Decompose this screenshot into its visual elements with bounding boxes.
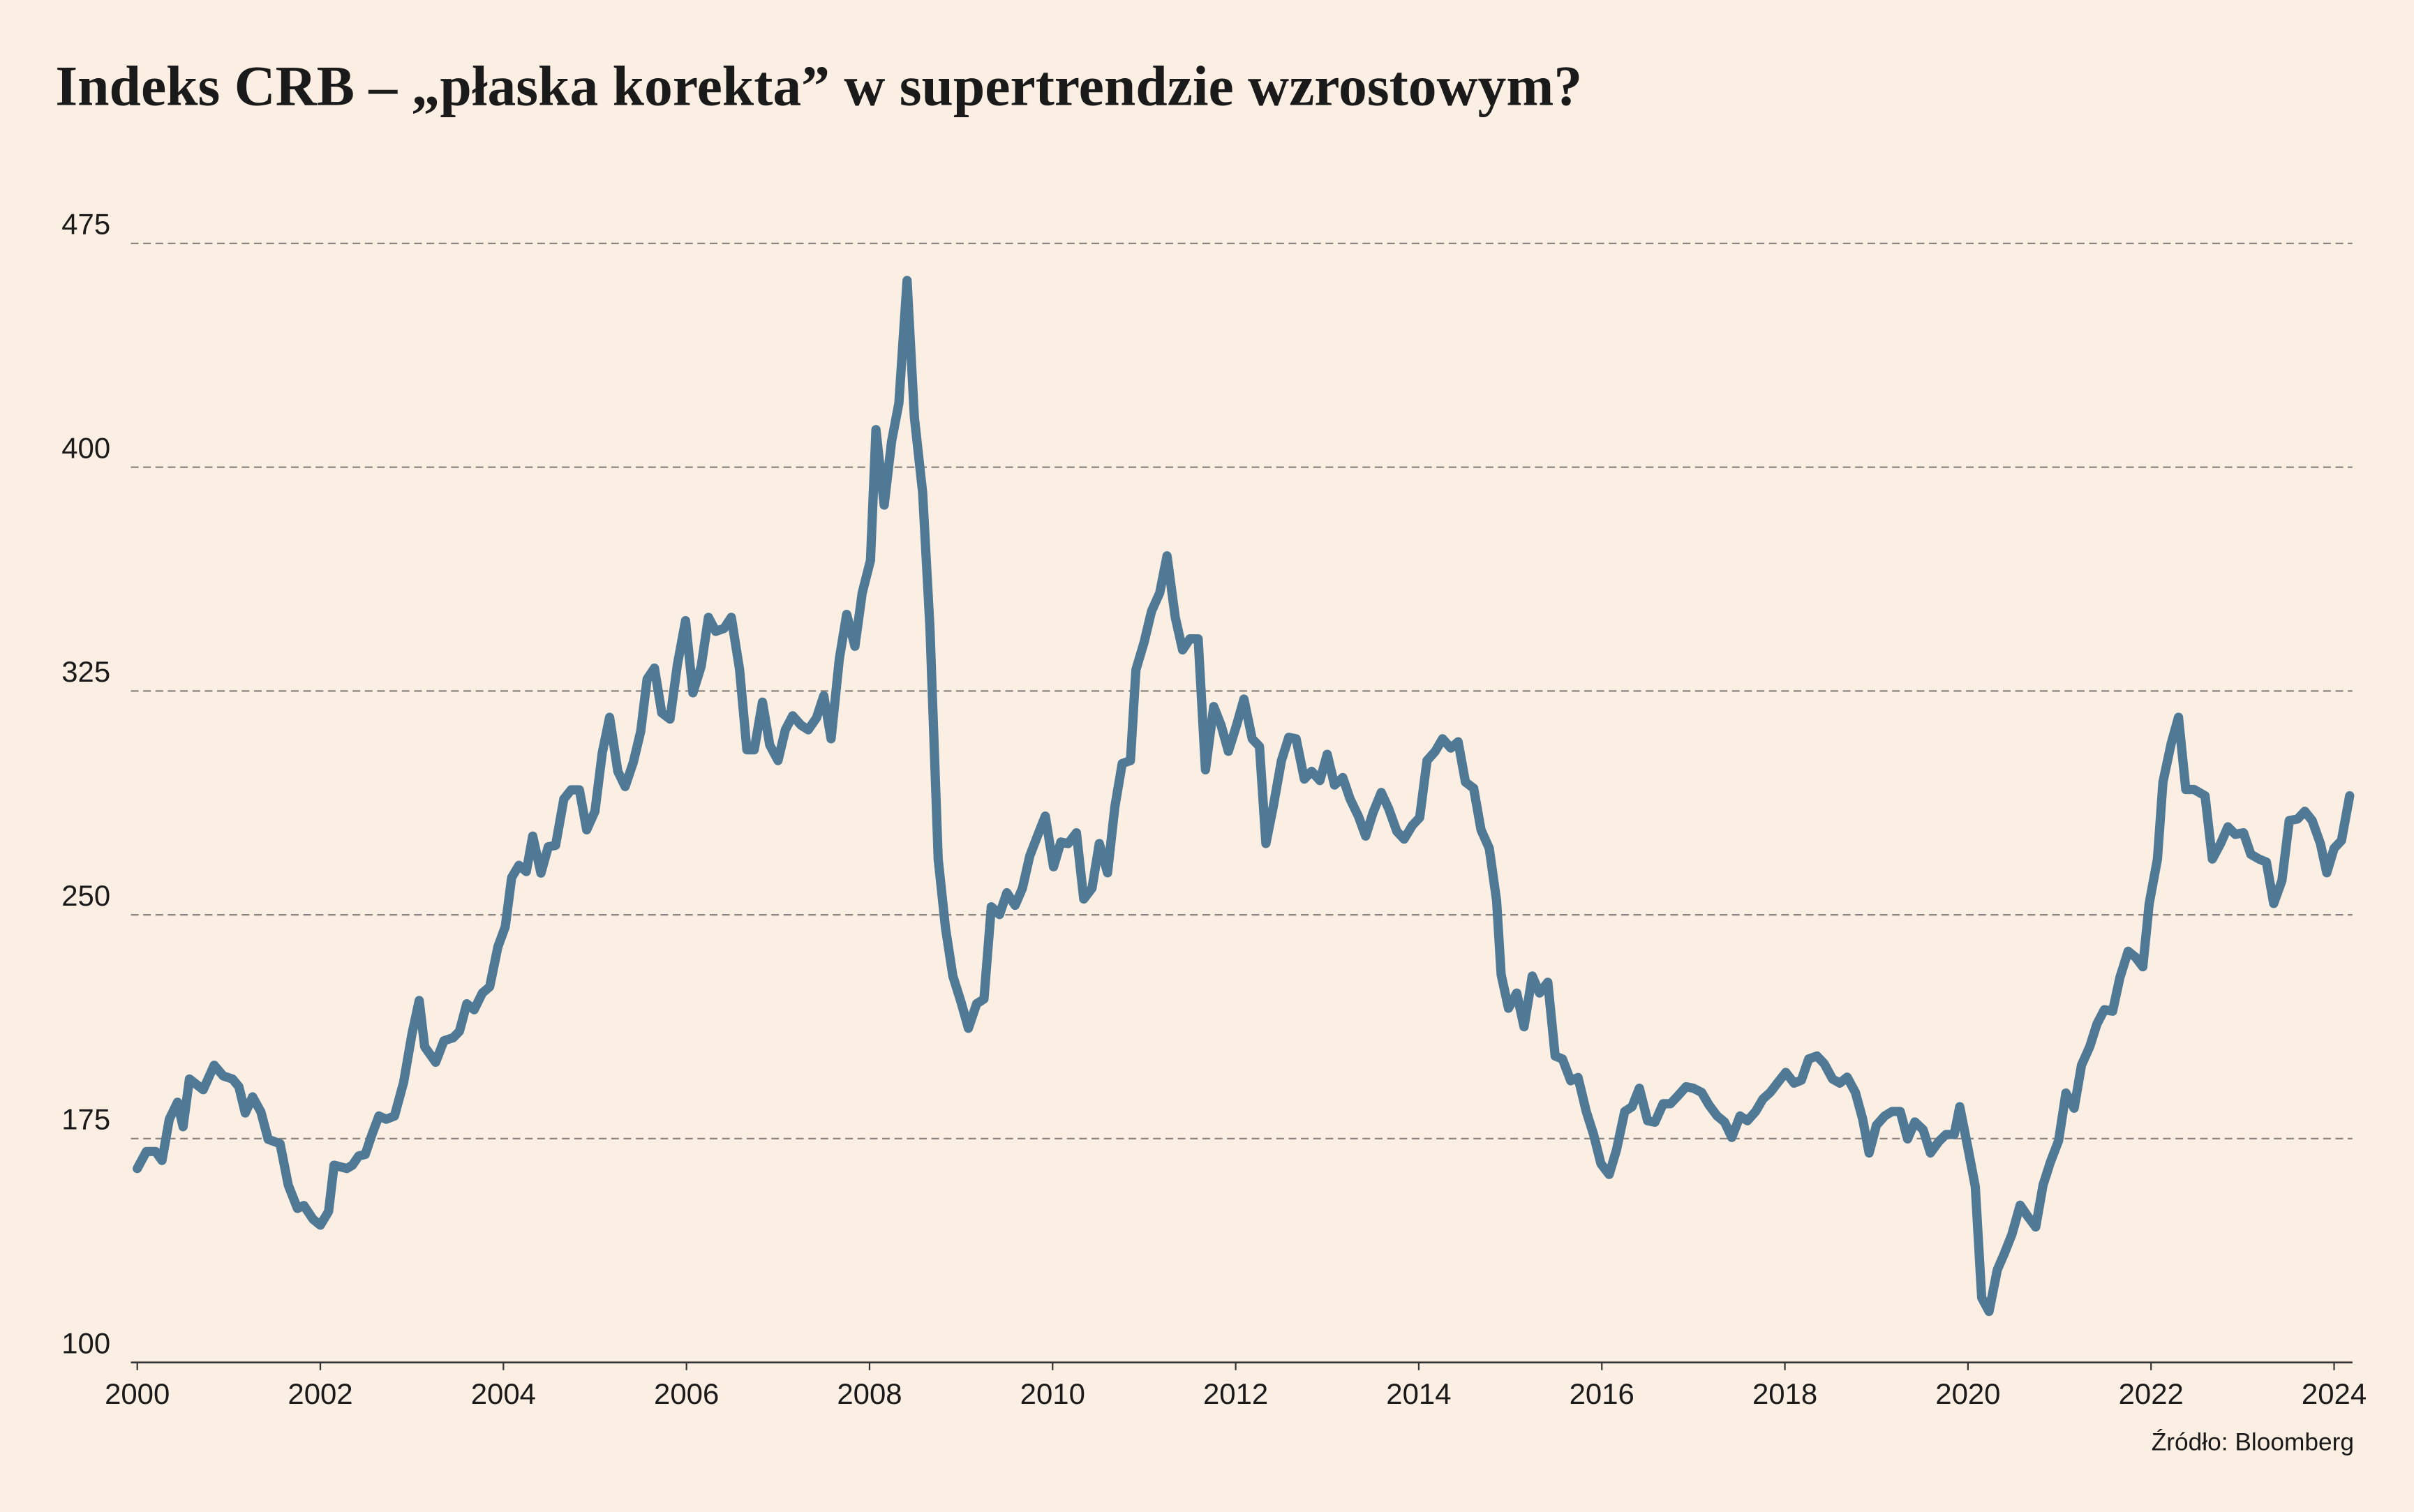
x-tick-label: 2004 <box>471 1377 536 1410</box>
x-tick-label: 2006 <box>654 1377 719 1410</box>
y-tick-label: 475 <box>61 208 110 241</box>
y-tick-label: 100 <box>61 1326 110 1359</box>
x-tick-label: 2008 <box>837 1377 902 1410</box>
x-tick-label: 2020 <box>1935 1377 2000 1410</box>
chart-title: Indeks CRB – „płaska korekta” w supertre… <box>55 54 1582 117</box>
x-tick-label: 2002 <box>288 1377 352 1410</box>
x-tick-label: 2012 <box>1203 1377 1268 1410</box>
y-tick-label: 250 <box>61 879 110 912</box>
x-tick-label: 2022 <box>2119 1377 2184 1410</box>
x-tick-label: 2000 <box>105 1377 170 1410</box>
y-tick-label: 325 <box>61 655 110 688</box>
y-tick-label: 175 <box>61 1103 110 1136</box>
source: Źródło: Bloomberg <box>2152 1428 2354 1455</box>
x-tick-label: 2016 <box>1570 1377 1634 1410</box>
x-tick-label: 2014 <box>1386 1377 1451 1410</box>
x-tick-label: 2024 <box>2302 1377 2367 1410</box>
line <box>133 276 2355 1317</box>
x-tick-label: 2010 <box>1020 1377 1085 1410</box>
x-tick-label: 2018 <box>1752 1377 1817 1410</box>
y-tick-label: 400 <box>61 431 110 464</box>
